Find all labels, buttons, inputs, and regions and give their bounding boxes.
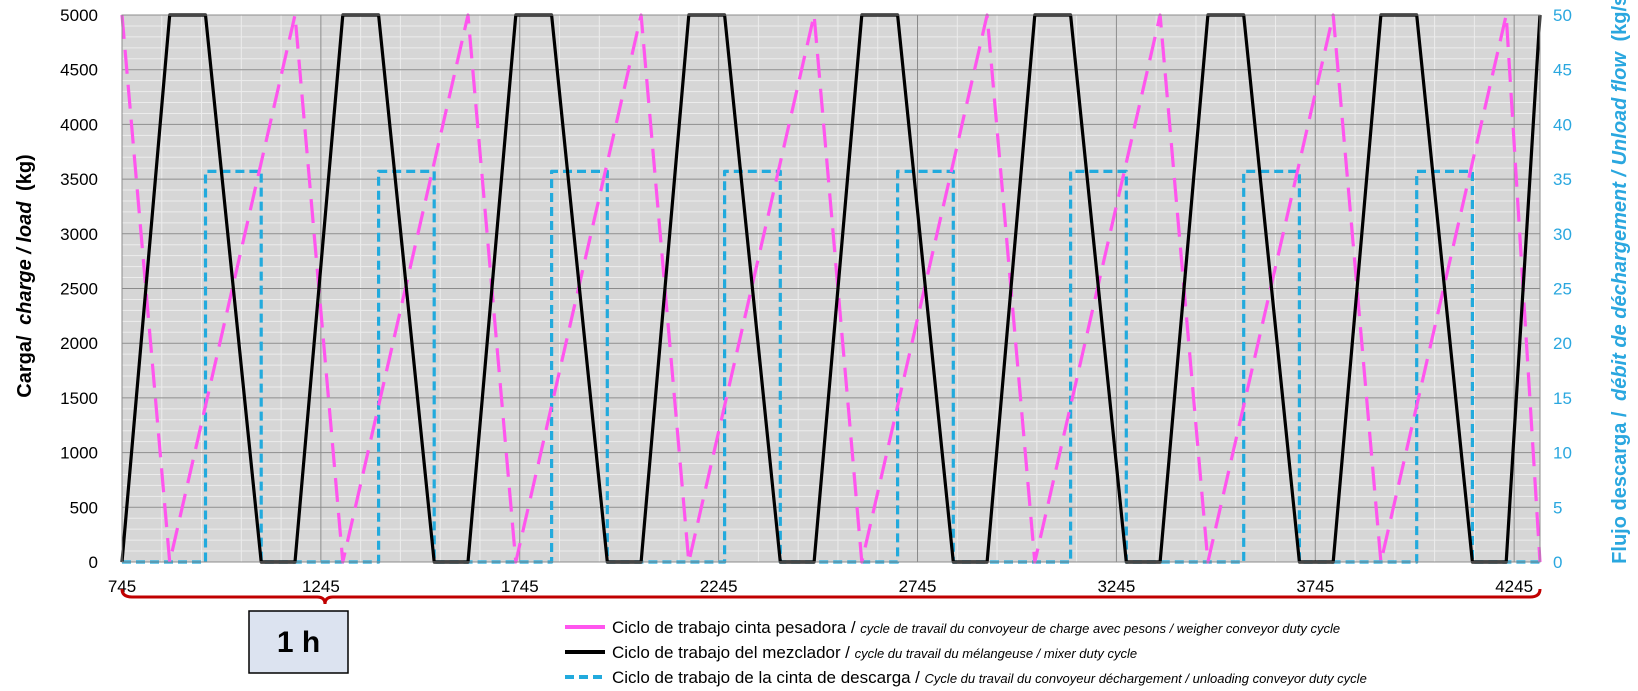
x-tick-label: 1745: [501, 577, 539, 596]
legend-label-weigher-italic: cycle de travail du convoyeur de charge …: [860, 621, 1340, 636]
right-tick-label: 40: [1553, 115, 1572, 134]
right-tick-label: 30: [1553, 225, 1572, 244]
left-axis-ticks: 0 500 1000 1500 2000 2500 3000 3500 4000 4500 5000: [60, 6, 98, 572]
right-axis-title-italic: débit de déchargement / Unload flow: [1609, 51, 1631, 401]
legend-item-weigher: Ciclo de trabajo cinta pesadora / cycle …: [565, 618, 1340, 637]
x-axis-ticks: 745 1245 1745 2245 2745 3245 3745 4245: [108, 577, 1533, 596]
x-tick-label: 3245: [1097, 577, 1135, 596]
left-tick-label: 5000: [60, 6, 98, 25]
right-tick-label: 25: [1553, 280, 1572, 299]
left-axis-title-italic: charge / load: [14, 201, 36, 325]
left-tick-label: 3500: [60, 170, 98, 189]
right-axis-title-main: Flujo descarga /: [1609, 411, 1631, 564]
legend-label-unloading: Ciclo de trabajo de la cinta de descarga…: [612, 668, 1367, 687]
duration-box: 1 h: [248, 610, 349, 674]
legend-item-mixer: Ciclo de trabajo del mezclador / cycle d…: [565, 643, 1137, 662]
left-tick-label: 0: [89, 553, 98, 572]
legend-sep-mixer: /: [845, 643, 854, 662]
x-tick-label: 4245: [1495, 577, 1533, 596]
x-tick-label: 3745: [1296, 577, 1334, 596]
right-tick-label: 45: [1553, 61, 1572, 80]
plot-border: [121, 14, 1541, 563]
right-axis-ticks: 0 5 10 15 20 25 30 35 40 45 50: [1553, 6, 1572, 572]
right-tick-label: 10: [1553, 444, 1572, 463]
left-tick-label: 4000: [60, 115, 98, 134]
legend-label-mixer-main: Ciclo de trabajo del mezclador: [612, 643, 841, 662]
left-tick-label: 2000: [60, 334, 98, 353]
legend-label-mixer: Ciclo de trabajo del mezclador / cycle d…: [612, 643, 1137, 662]
left-tick-label: 1500: [60, 389, 98, 408]
x-tick-label: 2245: [700, 577, 738, 596]
legend-label-unloading-main: Ciclo de trabajo de la cinta de descarga: [612, 668, 911, 687]
legend-label-weigher: Ciclo de trabajo cinta pesadora / cycle …: [612, 618, 1340, 637]
right-tick-label: 35: [1553, 170, 1572, 189]
series-line-weigher: [120, 13, 1542, 564]
duration-label: 1 h: [277, 626, 320, 659]
duration-bracket: [120, 588, 1542, 605]
right-axis-title: Flujo descarga / débit de déchargement /…: [1609, 0, 1631, 564]
legend-item-unloading: Ciclo de trabajo de la cinta de descarga…: [565, 668, 1367, 687]
right-tick-label: 20: [1553, 334, 1572, 353]
right-tick-label: 15: [1553, 389, 1572, 408]
x-tick-label: 2745: [899, 577, 937, 596]
legend-label-unloading-italic: Cycle du travail du convoyeur déchargeme…: [925, 671, 1367, 686]
legend-label-mixer-italic: cycle du travail du mélangeuse / mixer d…: [855, 646, 1138, 661]
legend: Ciclo de trabajo cinta pesadora / cycle …: [565, 618, 1367, 687]
legend-sep-weigher: /: [851, 618, 860, 637]
left-axis-title-unit: (kg): [14, 154, 36, 191]
left-axis-title: Carga/ charge / load (kg): [14, 154, 36, 397]
right-tick-label: 5: [1553, 498, 1562, 517]
right-tick-label: 50: [1553, 6, 1572, 25]
x-tick-label: 745: [108, 577, 136, 596]
right-axis-title-unit: (kg/s): [1609, 0, 1631, 42]
left-axis-title-main: Carga/: [14, 335, 36, 398]
legend-label-weigher-main: Ciclo de trabajo cinta pesadora: [612, 618, 847, 637]
legend-sep-unloading: /: [915, 668, 924, 687]
right-tick-label: 0: [1553, 553, 1562, 572]
left-tick-label: 4500: [60, 61, 98, 80]
left-tick-label: 3000: [60, 225, 98, 244]
left-tick-label: 500: [70, 498, 98, 517]
left-tick-label: 1000: [60, 444, 98, 463]
left-tick-label: 2500: [60, 280, 98, 299]
x-tick-label: 1245: [302, 577, 340, 596]
